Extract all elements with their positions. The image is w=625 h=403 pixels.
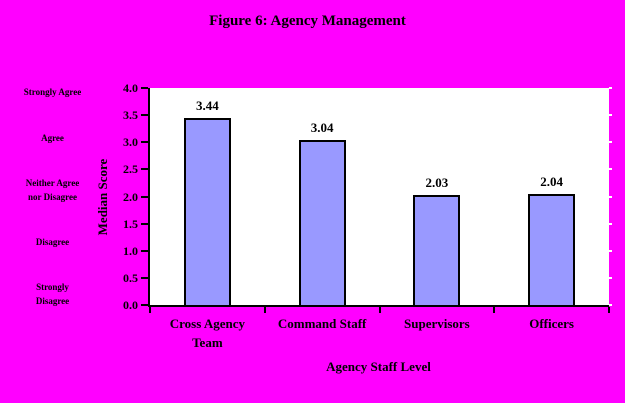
y-axis-right-tick [609,249,612,252]
y-axis-right-tick [609,141,612,144]
x-axis-tick [149,307,151,313]
y-axis-right-tick [609,222,612,225]
y-tick-label: 3.5 [123,108,138,123]
y-axis-tick [141,168,148,171]
bar-value-label: 2.03 [425,175,449,190]
y-tick-label: 2.5 [123,162,138,177]
category-labels: Cross Agency Team Command Staff Supervisor… [150,314,609,360]
y-axis-tick [141,304,148,306]
y-tick-label: 1.0 [123,243,138,258]
x-axis-tick [378,307,381,313]
category-label: Supervisors [404,316,470,331]
bar [528,194,576,305]
rating-scale-label: Disagree [35,237,70,247]
bar-value-label: 2.04 [540,174,563,189]
y-tick-label: 3.0 [123,135,138,150]
rating-scale-label: Strongly Agree [23,87,82,97]
y-axis-tick [141,87,148,89]
plot-area: 4.0 3.5 3.0 2.5 2.0 1.5 1.0 0.5 0.0 3.44 3.04 2.03 2… [123,81,612,313]
y-axis-right-tick [609,114,612,117]
x-axis-tick [263,307,266,313]
bar [183,118,231,305]
y-axis-tick [141,195,148,198]
rating-scale-label: Strongly Disagree [35,282,70,306]
y-tick-label: 1.5 [123,216,138,231]
y-axis-tick [141,222,148,225]
y-tick-label: 0.0 [123,298,138,312]
bar [298,140,346,305]
y-axis-right-tick [609,87,612,89]
x-axis-title: Agency Staff Level [326,359,431,374]
y-axis-tick [141,276,148,279]
x-axis-tick [493,307,496,313]
category-label: Command Staff [277,316,367,331]
y-axis-right-tick [609,195,612,198]
bar [413,195,461,305]
x-axis-tick [608,307,610,313]
y-tick-label: 0.5 [123,270,138,285]
rating-scale-labels: Strongly Agree Agree Neither Agree nor Disa… [10,0,95,403]
y-tick-label: 4.0 [123,81,138,95]
category-label: Officers [529,316,574,331]
rating-scale-label: Neither Agree nor Disagree [25,178,80,202]
chart-title: Figure 6: Agency Management [209,13,406,29]
bar-value-label: 3.04 [310,120,334,135]
bar-value-label: 3.44 [196,98,219,113]
category-label: Cross Agency Team [169,316,245,350]
y-axis-tick [141,249,148,252]
y-axis-tick [141,141,148,144]
y-axis-tick [141,114,148,117]
y-axis-right-tick [609,168,612,171]
y-axis-right-tick [609,276,612,279]
y-tick-label: 2.0 [123,189,138,204]
rating-scale-label: Agree [41,133,64,143]
y-axis-right-tick [609,304,612,306]
